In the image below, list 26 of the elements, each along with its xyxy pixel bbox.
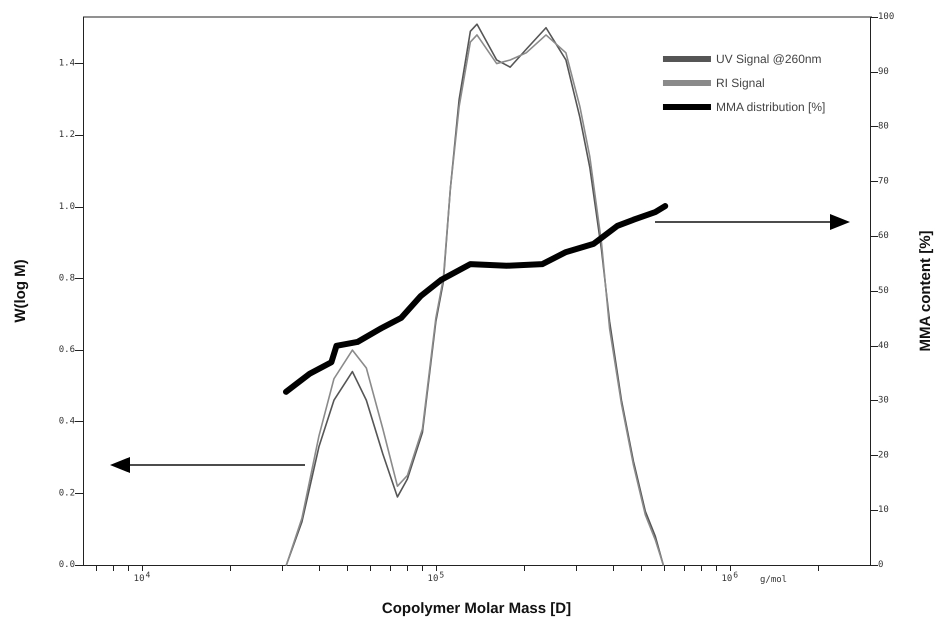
y2-tick-label: 80	[878, 122, 889, 132]
y-tick-label: 0.8	[58, 273, 75, 284]
y-tick-label: 0.0	[58, 560, 75, 570]
y-tick-label: 0.6	[58, 345, 75, 356]
y2-tick-label: 20	[878, 450, 889, 460]
y2-tick-label: 90	[878, 66, 889, 77]
legend-label: UV Signal @260nm	[716, 52, 822, 66]
text: g/mol	[760, 575, 788, 585]
y2-tick-label: 30	[878, 396, 889, 406]
legend-label: MMA distribution [%]	[716, 100, 826, 114]
y2-tick-label: 10	[878, 505, 889, 516]
y-tick-label: 1.0	[58, 202, 75, 212]
legend-label: RI Signal	[716, 76, 765, 90]
x-axis-title: Copolymer Molar Mass [D]	[382, 600, 572, 617]
y2-tick-label: 40	[878, 340, 889, 351]
y2-axis-title: MMA content [%]	[917, 230, 934, 352]
y-axis-title: W(log M)	[12, 259, 29, 323]
y2-tick-label: 0	[878, 560, 884, 570]
y-tick-label: 1.4	[58, 58, 75, 69]
y2-tick-label: 60	[878, 231, 889, 242]
y-tick-label: 0.2	[58, 488, 75, 498]
y-tick-label: 0.4	[58, 416, 75, 427]
y-tick-label: 1.2	[58, 130, 75, 140]
y2-tick-label: 100	[878, 12, 894, 22]
y2-tick-label: 50	[878, 286, 889, 296]
y2-tick-label: 70	[878, 176, 889, 186]
